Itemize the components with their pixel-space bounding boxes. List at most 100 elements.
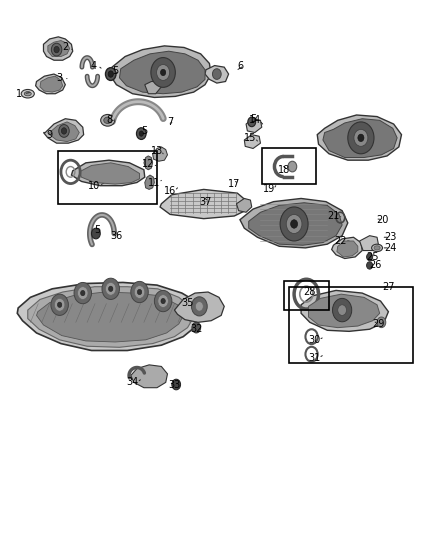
Text: 3: 3 <box>57 73 63 83</box>
Circle shape <box>51 43 62 56</box>
Polygon shape <box>40 76 63 92</box>
Text: 29: 29 <box>372 319 385 329</box>
Polygon shape <box>28 287 194 348</box>
Circle shape <box>154 290 172 312</box>
Polygon shape <box>79 163 140 184</box>
Text: 22: 22 <box>334 236 346 246</box>
Text: 5: 5 <box>250 114 256 124</box>
Text: 9: 9 <box>46 130 53 140</box>
Ellipse shape <box>374 246 380 250</box>
Text: 18: 18 <box>278 165 290 175</box>
Text: 30: 30 <box>308 335 320 345</box>
Circle shape <box>51 294 68 316</box>
Circle shape <box>160 69 166 76</box>
Text: 32: 32 <box>190 324 202 334</box>
Bar <box>284 281 329 310</box>
Text: 35: 35 <box>181 297 194 308</box>
Circle shape <box>137 128 146 140</box>
Circle shape <box>78 287 88 300</box>
Circle shape <box>59 125 69 138</box>
Polygon shape <box>237 198 252 212</box>
Circle shape <box>288 161 297 172</box>
Circle shape <box>280 207 308 241</box>
Ellipse shape <box>21 90 34 98</box>
Polygon shape <box>48 41 70 56</box>
Circle shape <box>106 282 116 295</box>
Circle shape <box>54 46 59 53</box>
Text: 16: 16 <box>164 186 176 196</box>
Polygon shape <box>131 365 167 387</box>
Polygon shape <box>120 51 205 94</box>
Circle shape <box>377 317 386 328</box>
Text: 25: 25 <box>367 252 379 262</box>
Bar <box>58 151 157 204</box>
Circle shape <box>108 71 113 77</box>
Text: 7: 7 <box>167 117 173 127</box>
Ellipse shape <box>371 244 382 252</box>
Polygon shape <box>144 156 152 169</box>
Polygon shape <box>17 282 202 351</box>
Circle shape <box>54 298 65 311</box>
Ellipse shape <box>101 115 115 126</box>
Polygon shape <box>332 237 362 259</box>
Polygon shape <box>160 189 247 219</box>
Circle shape <box>106 68 116 80</box>
Text: 5: 5 <box>141 126 148 136</box>
Polygon shape <box>35 74 65 94</box>
Text: 13: 13 <box>151 146 163 156</box>
Circle shape <box>109 286 113 292</box>
Polygon shape <box>246 119 262 133</box>
Text: 28: 28 <box>304 287 316 297</box>
Ellipse shape <box>104 117 112 124</box>
Circle shape <box>138 289 142 295</box>
Text: 33: 33 <box>168 379 180 390</box>
Polygon shape <box>301 290 389 332</box>
Text: 27: 27 <box>382 282 395 292</box>
Polygon shape <box>337 241 358 257</box>
Polygon shape <box>360 236 378 251</box>
Polygon shape <box>145 175 154 189</box>
Circle shape <box>248 117 256 127</box>
Text: 37: 37 <box>199 197 211 207</box>
Ellipse shape <box>24 92 31 96</box>
Polygon shape <box>36 292 184 342</box>
Polygon shape <box>323 119 397 158</box>
Circle shape <box>161 298 165 304</box>
Polygon shape <box>49 122 79 142</box>
Circle shape <box>192 322 201 333</box>
Polygon shape <box>244 135 261 149</box>
Circle shape <box>367 253 373 261</box>
Text: 11: 11 <box>148 177 160 188</box>
Bar <box>262 149 316 184</box>
Text: 20: 20 <box>377 215 389 225</box>
Text: 17: 17 <box>228 179 240 189</box>
Text: 5: 5 <box>95 225 101 236</box>
Polygon shape <box>152 147 167 161</box>
Circle shape <box>102 278 120 300</box>
Text: 19: 19 <box>263 184 276 195</box>
Circle shape <box>151 58 175 87</box>
Text: 10: 10 <box>88 181 101 191</box>
Circle shape <box>354 130 368 147</box>
Circle shape <box>338 305 346 316</box>
Circle shape <box>74 282 92 304</box>
Circle shape <box>131 281 148 303</box>
Text: 15: 15 <box>244 133 257 143</box>
Text: 34: 34 <box>127 377 139 387</box>
Circle shape <box>191 297 207 316</box>
Polygon shape <box>240 198 348 248</box>
Text: 21: 21 <box>327 211 339 221</box>
Polygon shape <box>43 37 73 60</box>
Polygon shape <box>43 119 84 143</box>
Circle shape <box>61 128 67 134</box>
Text: 31: 31 <box>308 353 320 363</box>
Text: 2: 2 <box>62 43 68 52</box>
Text: 24: 24 <box>384 243 396 253</box>
Polygon shape <box>308 294 380 328</box>
Circle shape <box>286 214 302 233</box>
Circle shape <box>332 298 352 322</box>
Text: 1: 1 <box>16 88 22 99</box>
Polygon shape <box>111 46 211 98</box>
Circle shape <box>134 286 145 298</box>
Polygon shape <box>205 66 229 83</box>
